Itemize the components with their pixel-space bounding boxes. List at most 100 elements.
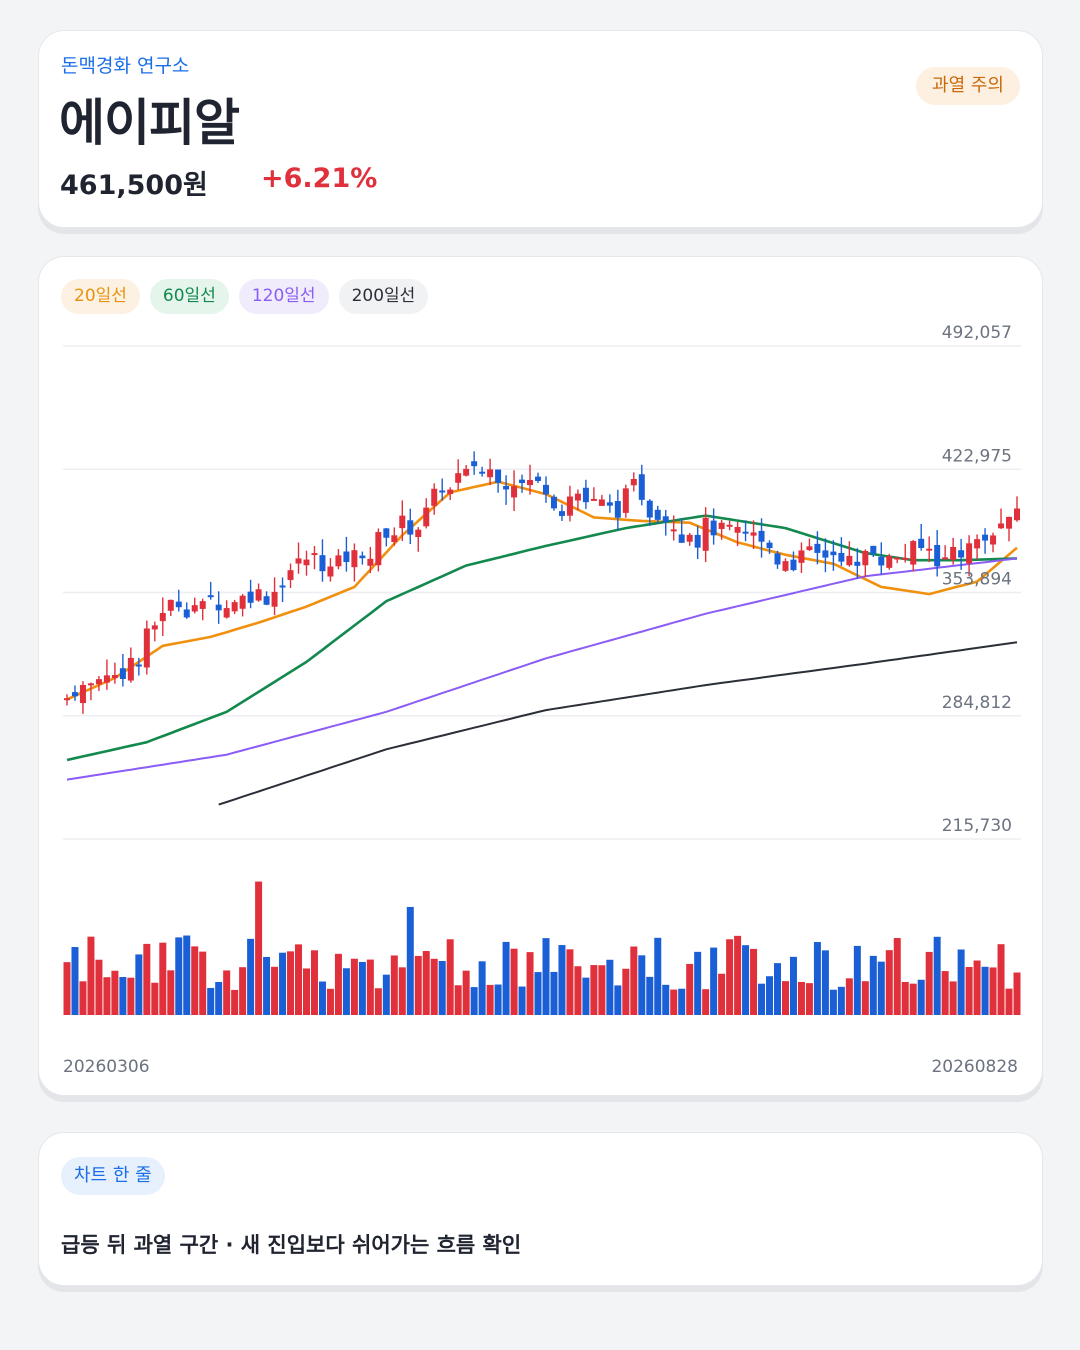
volume-bar xyxy=(606,959,614,1015)
candle-body xyxy=(590,498,597,501)
volume-bar xyxy=(821,950,829,1015)
candle-body xyxy=(455,473,462,483)
volume-bar xyxy=(318,981,326,1015)
volume-bar xyxy=(781,981,789,1015)
volume-bar xyxy=(287,951,295,1015)
volume-bar xyxy=(702,989,710,1015)
volume-bar xyxy=(526,952,534,1015)
volume-bar xyxy=(406,906,414,1015)
volume-bar xyxy=(71,947,79,1015)
volume-bar xyxy=(694,951,702,1015)
volume-bar xyxy=(326,988,334,1015)
volume-bar xyxy=(390,955,398,1015)
volume-bar xyxy=(789,956,797,1015)
volume-bar xyxy=(247,938,255,1015)
candle-body xyxy=(974,539,981,549)
volume-bar xyxy=(366,959,374,1015)
candle-body xyxy=(926,548,933,551)
volume-bar xyxy=(981,966,989,1015)
candle-body xyxy=(375,532,382,566)
volume-bar xyxy=(965,966,973,1015)
candle-body xyxy=(758,530,765,542)
candle-body xyxy=(542,484,549,495)
volume-bar xyxy=(582,977,590,1015)
ma120-line xyxy=(66,557,1018,781)
volume-bar xyxy=(175,937,183,1015)
candle-body xyxy=(495,469,502,483)
volume-bar xyxy=(734,935,742,1015)
volume-bar xyxy=(837,986,845,1015)
candle-body xyxy=(1006,516,1013,529)
volume-bar xyxy=(207,987,215,1015)
volume-bar xyxy=(239,967,247,1015)
volume-bar xyxy=(925,951,933,1015)
volume-bar xyxy=(462,970,470,1015)
volume-bar xyxy=(135,954,143,1015)
candle-body xyxy=(822,550,829,558)
candle-body xyxy=(199,601,206,609)
volume-bar xyxy=(350,958,358,1015)
candle-body xyxy=(934,544,941,567)
candle-body xyxy=(127,657,134,681)
candle-body xyxy=(111,675,118,679)
volume-bar xyxy=(646,976,654,1015)
candle-body xyxy=(95,679,102,685)
candle-body xyxy=(519,479,526,483)
candle-body xyxy=(135,664,142,667)
candlesticks xyxy=(64,451,1020,714)
volume-bar xyxy=(662,984,670,1015)
candle-body xyxy=(1014,508,1020,521)
volume-bar xyxy=(271,966,279,1015)
candle-body xyxy=(215,604,222,611)
volume-bar xyxy=(518,986,526,1015)
volume-bar xyxy=(957,949,965,1015)
volume-bar xyxy=(87,936,95,1015)
summary-card: 차트 한 줄 급등 뒤 과열 구간 · 새 진입보다 쉬어가는 흐름 확인 xyxy=(38,1132,1043,1286)
candle-body xyxy=(838,552,845,562)
candle-body xyxy=(670,529,677,532)
volume-bar xyxy=(622,968,630,1015)
candle-body xyxy=(183,609,190,618)
price-chart: 492,057 422,975 353,894 284,812 215,730 xyxy=(63,323,1021,1015)
volume-bar xyxy=(853,945,861,1015)
volume-bar xyxy=(534,972,542,1015)
legend-ma200[interactable]: 200일선 xyxy=(338,279,429,314)
candle-body xyxy=(694,534,701,548)
volume-bar xyxy=(542,938,550,1015)
chart-card: 20일선 60일선 120일선 200일선 492,057 422,975 353,… xyxy=(38,256,1043,1096)
volume-bar xyxy=(358,961,366,1015)
volume-bar xyxy=(199,951,207,1015)
volume-bar xyxy=(614,985,622,1015)
candle-body xyxy=(535,476,542,481)
volume-bar xyxy=(95,959,103,1015)
legend-ma120[interactable]: 120일선 xyxy=(238,279,329,314)
volume-bar xyxy=(143,943,151,1015)
legend-ma20[interactable]: 20일선 xyxy=(61,279,140,314)
volume-bar xyxy=(151,982,159,1015)
volume-bar xyxy=(255,881,263,1015)
candle-body xyxy=(439,490,446,493)
volume-bar xyxy=(470,987,478,1015)
candle-body xyxy=(503,485,510,490)
candle-body xyxy=(423,507,430,527)
volume-bar xyxy=(630,946,638,1015)
candle-body xyxy=(774,553,781,565)
candle-body xyxy=(511,486,518,498)
volume-bar xyxy=(342,968,350,1015)
volume-bar xyxy=(510,948,518,1015)
legend-ma60[interactable]: 60일선 xyxy=(149,279,229,314)
candle-body xyxy=(191,605,198,612)
candle-body xyxy=(431,488,438,506)
volume-bar xyxy=(79,981,87,1015)
candle-body xyxy=(143,628,150,668)
candle-body xyxy=(654,509,661,520)
candle-body xyxy=(662,516,669,523)
candle-body xyxy=(167,599,174,611)
brand-label: 돈맥경화 연구소 xyxy=(61,55,190,77)
volume-bar xyxy=(310,950,318,1015)
volume-bar xyxy=(438,961,446,1015)
volume-bar xyxy=(933,936,941,1015)
volume-bar xyxy=(111,970,119,1015)
volume-bar xyxy=(502,941,510,1015)
candle-body xyxy=(718,522,725,529)
